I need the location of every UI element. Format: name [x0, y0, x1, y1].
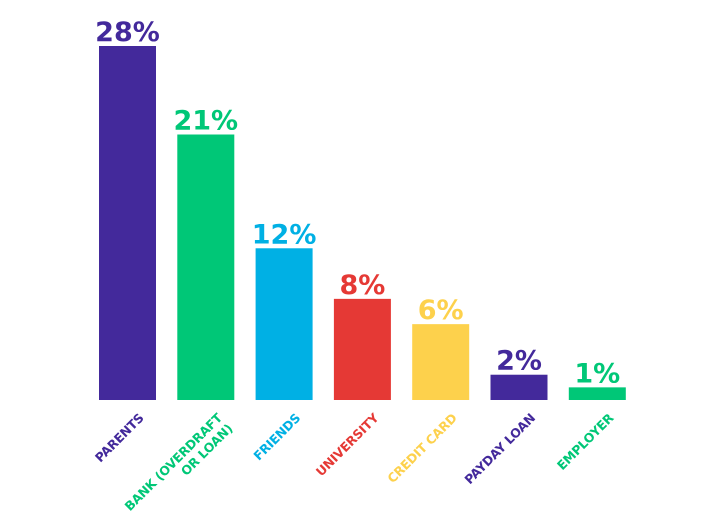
category-label-0-line-0: PARENTS: [92, 410, 147, 465]
bar-0: [99, 46, 156, 400]
value-label-0: 28%: [95, 17, 160, 48]
category-label-2-line-0: FRIENDS: [250, 410, 303, 463]
bar-5: [490, 374, 548, 400]
category-label-5-line-0: PAYDAY LOAN: [461, 410, 538, 487]
category-label-0: PARENTS: [92, 410, 147, 465]
bar-6: [568, 387, 626, 400]
category-label-4-line-0: CREDIT CARD: [384, 410, 460, 486]
value-label-2: 12%: [252, 219, 317, 250]
category-label-5: PAYDAY LOAN: [461, 410, 538, 487]
category-label-3: UNIVERSITY: [313, 409, 383, 479]
bar-1: [177, 134, 235, 400]
category-label-3-line-0: UNIVERSITY: [313, 409, 383, 479]
value-label-6: 1%: [574, 358, 620, 389]
category-label-6: EMPLOYER: [554, 410, 617, 473]
bars-group: [99, 46, 626, 400]
bar-4: [412, 324, 470, 400]
value-labels-group: 28% 21% 12% 8% 6% 2% 1%: [95, 17, 620, 389]
bar-2: [255, 248, 313, 400]
bar-3: [333, 298, 391, 400]
category-label-6-line-0: EMPLOYER: [554, 410, 617, 473]
category-label-2: FRIENDS: [250, 410, 303, 463]
value-label-5: 2%: [496, 346, 542, 377]
category-label-4: CREDIT CARD: [384, 410, 460, 486]
value-label-1: 21%: [173, 106, 238, 137]
value-label-4: 6%: [418, 295, 464, 326]
value-label-3: 8%: [339, 270, 385, 301]
